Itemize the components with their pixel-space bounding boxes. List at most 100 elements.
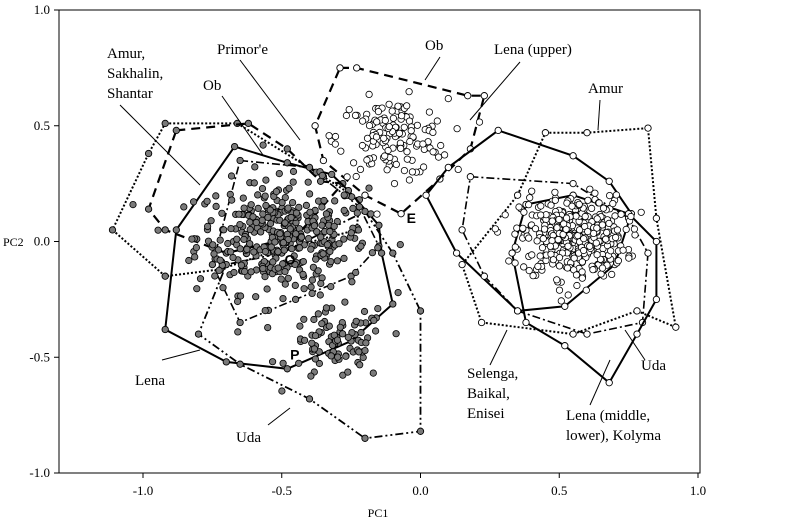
filled-data-point bbox=[333, 336, 342, 344]
filled-data-point bbox=[267, 243, 275, 251]
open-data-point bbox=[372, 133, 381, 141]
open-data-point bbox=[408, 168, 416, 176]
x-tick-label: 1.0 bbox=[690, 483, 706, 498]
filled-data-point bbox=[268, 358, 277, 366]
filled-data-point bbox=[318, 221, 326, 229]
filled-data-point bbox=[310, 315, 318, 324]
filled-data-point bbox=[331, 197, 339, 205]
filled-data-point bbox=[327, 282, 335, 291]
centroid-label-p: P bbox=[290, 347, 299, 363]
filled-data-point bbox=[254, 204, 262, 212]
filled-data-point bbox=[306, 208, 314, 216]
filled-data-point bbox=[314, 310, 322, 318]
hull-vertex-point bbox=[416, 307, 425, 315]
filled-data-point bbox=[369, 369, 377, 377]
filled-data-point bbox=[207, 217, 215, 225]
filled-data-point bbox=[249, 213, 257, 221]
hull-vertex-point bbox=[583, 330, 591, 338]
filled-data-point bbox=[285, 184, 293, 192]
filled-data-point bbox=[296, 322, 304, 330]
open-data-point bbox=[519, 224, 527, 232]
filled-data-point bbox=[368, 249, 376, 257]
filled-data-point bbox=[190, 198, 198, 206]
open-data-point bbox=[540, 225, 549, 233]
filled-data-point bbox=[266, 206, 274, 214]
open-data-point bbox=[351, 111, 360, 120]
filled-data-point bbox=[220, 226, 228, 234]
filled-data-point bbox=[308, 289, 316, 297]
hull-vertex-point bbox=[244, 119, 253, 128]
filled-data-point bbox=[193, 285, 201, 293]
filled-data-point bbox=[250, 179, 258, 187]
open-data-point bbox=[578, 274, 586, 282]
open-data-point bbox=[630, 225, 639, 233]
hull-vertex-point bbox=[208, 260, 217, 269]
filled-data-point bbox=[361, 346, 369, 355]
open-data-point bbox=[352, 172, 360, 181]
annotation-leader-line bbox=[424, 56, 441, 81]
open-data-point bbox=[403, 148, 411, 156]
open-data-point bbox=[501, 211, 509, 219]
filled-data-point bbox=[291, 281, 299, 289]
filled-data-point bbox=[300, 336, 309, 344]
filled-data-point bbox=[300, 285, 308, 293]
filled-data-point bbox=[326, 227, 334, 236]
open-data-point bbox=[491, 225, 499, 233]
open-data-point bbox=[358, 141, 366, 150]
filled-data-point bbox=[284, 204, 292, 212]
open-data-point bbox=[581, 212, 589, 221]
filled-data-point bbox=[396, 241, 404, 249]
filled-data-point bbox=[266, 219, 275, 228]
open-data-point bbox=[555, 254, 564, 262]
filled-data-point bbox=[299, 270, 307, 278]
filled-data-point bbox=[188, 235, 196, 243]
open-data-point bbox=[365, 90, 373, 99]
filled-data-point bbox=[279, 260, 287, 268]
filled-data-point bbox=[356, 361, 364, 369]
annotation-leader-line bbox=[589, 359, 611, 406]
filled-data-point bbox=[246, 226, 254, 234]
filled-data-point bbox=[334, 353, 342, 361]
filled-data-point bbox=[340, 206, 348, 214]
open-data-point bbox=[425, 108, 433, 116]
hull-vertex-point bbox=[361, 191, 369, 199]
filled-data-point bbox=[209, 241, 217, 249]
open-data-point bbox=[553, 276, 561, 284]
hull-vertex-point bbox=[466, 173, 475, 181]
filled-data-point bbox=[211, 272, 219, 280]
filled-data-point bbox=[336, 323, 344, 331]
filled-data-point bbox=[326, 247, 334, 255]
filled-data-point bbox=[214, 246, 222, 254]
open-data-point bbox=[603, 229, 611, 237]
open-data-point bbox=[597, 270, 605, 278]
annotation-ob: Ob bbox=[203, 78, 221, 94]
filled-data-point bbox=[247, 201, 255, 209]
hull-vertex-point bbox=[161, 272, 169, 280]
open-data-point bbox=[589, 229, 598, 237]
hull-vertex-point bbox=[172, 226, 180, 234]
filled-data-point bbox=[258, 185, 267, 193]
hull-vertex-point bbox=[513, 307, 522, 315]
open-data-point bbox=[505, 257, 513, 265]
open-data-point bbox=[598, 221, 607, 229]
open-data-point bbox=[400, 167, 408, 175]
centroid-labels: O E P bbox=[285, 210, 416, 363]
open-data-point bbox=[591, 189, 599, 197]
open-data-point bbox=[531, 225, 540, 233]
open-data-point bbox=[578, 258, 586, 266]
open-data-point bbox=[528, 187, 536, 195]
open-data-point bbox=[385, 123, 393, 131]
filled-data-point bbox=[218, 209, 226, 217]
filled-data-point bbox=[247, 268, 255, 276]
open-data-point bbox=[453, 125, 461, 133]
hull-vertex-point bbox=[316, 177, 325, 185]
hull-vertex-point bbox=[508, 249, 516, 257]
open-data-point bbox=[605, 192, 614, 200]
open-data-point bbox=[607, 247, 615, 255]
open-data-point bbox=[613, 226, 622, 234]
filled-data-point bbox=[251, 163, 259, 171]
filled-data-point bbox=[262, 201, 270, 210]
open-data-point bbox=[389, 114, 397, 122]
open-data-point bbox=[433, 117, 441, 125]
hull-vertex-point bbox=[458, 226, 466, 234]
